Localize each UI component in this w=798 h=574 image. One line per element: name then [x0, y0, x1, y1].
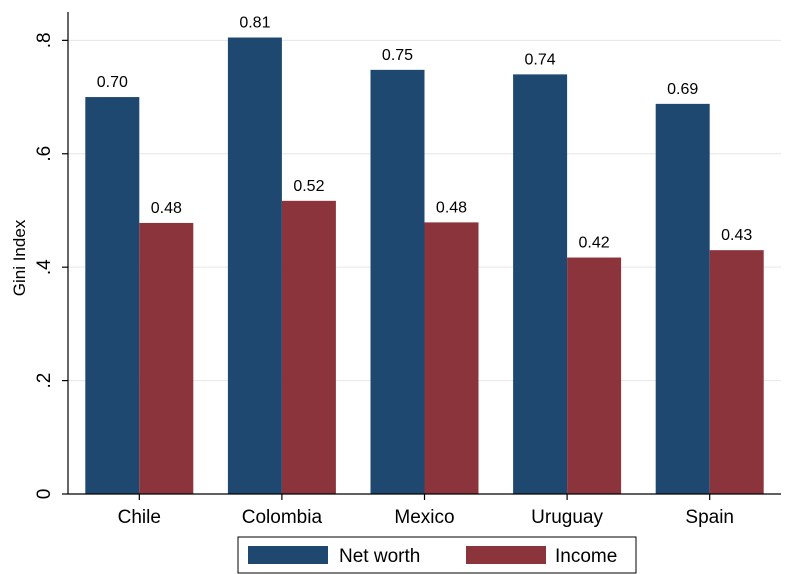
bar-net-worth-colombia: [227, 37, 282, 495]
bar-net-worth-chile: [85, 97, 140, 494]
data-label: 0.69: [667, 81, 698, 98]
x-tick-label: Mexico: [394, 507, 454, 528]
y-axis-title: Gini Index: [10, 219, 29, 296]
x-tick-label: Uruguay: [531, 507, 603, 528]
y-tick-label: .8: [34, 32, 55, 48]
data-label: 0.52: [293, 178, 324, 195]
y-tick-label: .2: [34, 373, 55, 389]
data-label: 0.74: [525, 51, 556, 68]
y-tick-label: .4: [34, 259, 55, 275]
legend-label-net-worth: Net worth: [339, 546, 420, 567]
axes: Chile Colombia Mexico Uruguay Spain 0 .2 .4 .6 .8: [34, 12, 781, 528]
x-tick-label: Spain: [685, 507, 734, 528]
y-tick-label: 0: [34, 489, 55, 500]
data-label: 0.42: [579, 235, 610, 252]
data-label: 0.48: [436, 199, 467, 216]
legend-swatch-income: [466, 546, 546, 564]
bar-net-worth-uruguay: [513, 74, 568, 495]
data-labels: 0.70 0.48 0.81 0.52 0.75 0.48 0.74 0.42 0.69 0.43: [97, 15, 753, 252]
bars: [85, 37, 764, 495]
bar-net-worth-mexico: [370, 69, 425, 494]
bar-net-worth-spain: [655, 103, 710, 495]
legend: Net worth Income: [237, 536, 637, 574]
x-tick-label: Colombia: [242, 507, 323, 528]
data-label: 0.48: [151, 200, 182, 217]
bar-income-colombia: [281, 200, 336, 495]
data-label: 0.75: [382, 47, 413, 64]
y-tick-label: .6: [34, 146, 55, 162]
bar-income-mexico: [424, 222, 479, 494]
data-label: 0.70: [97, 74, 128, 91]
data-label: 0.43: [721, 227, 752, 244]
bar-income-spain: [709, 250, 764, 494]
x-tick-label: Chile: [118, 507, 161, 528]
data-label: 0.81: [239, 15, 270, 32]
bar-income-chile: [139, 222, 194, 495]
legend-swatch-net-worth: [248, 546, 328, 564]
bar-income-uruguay: [567, 257, 622, 494]
legend-label-income: Income: [555, 546, 617, 567]
